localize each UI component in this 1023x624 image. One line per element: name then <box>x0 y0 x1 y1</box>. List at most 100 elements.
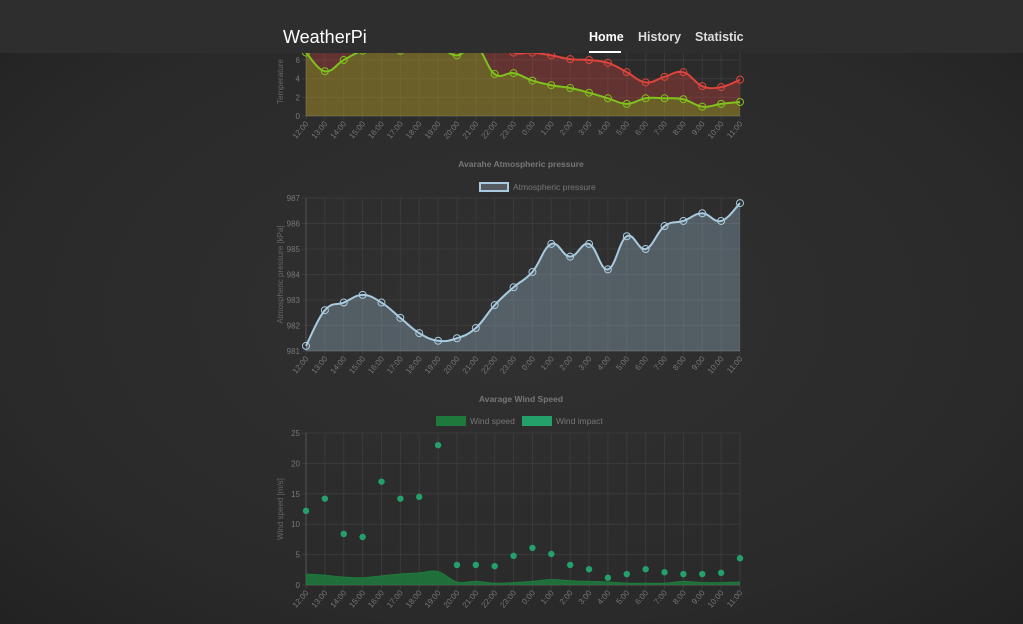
x-tick-label: 2:00 <box>558 119 575 137</box>
point <box>339 298 348 307</box>
x-tick-label: 3:00 <box>577 354 594 372</box>
brand[interactable]: WeatherPi <box>283 27 367 47</box>
x-tick-label: 22:00 <box>479 354 499 376</box>
point <box>642 565 649 573</box>
line <box>305 570 741 584</box>
nav-link[interactable]: Statistic <box>695 30 744 44</box>
y-tick-label: 983 <box>287 296 301 305</box>
point <box>566 84 575 93</box>
legend-label: Atmospheric pressure <box>513 182 596 192</box>
x-tick-label: 12:00 <box>291 354 311 376</box>
line <box>305 53 741 108</box>
y-tick-label: 987 <box>287 194 301 203</box>
x-tick-label: 16:00 <box>366 354 386 376</box>
y-tick-label: 2 <box>296 93 301 102</box>
point <box>717 99 726 108</box>
x-tick-label: 23:00 <box>498 588 518 610</box>
point <box>359 533 366 541</box>
y-tick-label: 5 <box>296 551 301 560</box>
nav-underline <box>589 51 621 53</box>
x-tick-label: 19:00 <box>423 354 443 376</box>
area <box>306 53 740 116</box>
x-tick-label: 6:00 <box>633 588 650 606</box>
point <box>415 329 424 338</box>
x-tick-label: 13:00 <box>310 354 330 376</box>
point <box>699 570 706 578</box>
x-tick-label: 0:00 <box>520 354 537 372</box>
point <box>339 56 348 65</box>
point <box>452 53 461 60</box>
point <box>397 495 404 502</box>
point <box>397 53 404 55</box>
x-tick-label: 18:00 <box>404 119 424 141</box>
point <box>623 570 630 578</box>
area <box>306 570 740 585</box>
x-tick-label: 10:00 <box>706 354 726 376</box>
point <box>358 290 367 299</box>
x-tick-label: 7:00 <box>652 588 669 606</box>
x-tick-label: 4:00 <box>596 354 613 372</box>
point <box>528 76 537 85</box>
y-tick-label: 986 <box>287 220 301 229</box>
x-tick-label: 22:00 <box>479 588 499 610</box>
x-tick-label: 19:00 <box>423 119 443 141</box>
point <box>566 252 575 261</box>
x-tick-label: 20:00 <box>442 354 462 376</box>
point <box>434 441 442 449</box>
point <box>622 99 631 108</box>
x-tick-label: 0:00 <box>520 119 537 137</box>
point <box>528 267 537 276</box>
point <box>416 493 423 501</box>
x-tick-label: 18:00 <box>404 588 424 610</box>
point <box>548 550 555 558</box>
x-tick-label: 10:00 <box>706 119 726 141</box>
point <box>528 53 537 57</box>
line <box>305 202 741 347</box>
x-tick-label: 6:00 <box>633 119 650 137</box>
x-tick-label: 17:00 <box>385 588 405 610</box>
point <box>660 222 669 231</box>
x-tick-label: 6:00 <box>633 354 650 372</box>
x-tick-label: 3:00 <box>577 119 594 137</box>
x-tick-label: 7:00 <box>652 354 669 372</box>
chart-title: Avarahe Atmospheric pressure <box>458 159 584 169</box>
area <box>306 53 740 116</box>
area <box>306 203 740 351</box>
point <box>509 69 518 78</box>
point <box>453 561 461 569</box>
x-tick-label: 15:00 <box>347 588 367 610</box>
x-tick-label: 7:00 <box>652 119 669 137</box>
x-tick-label: 22:00 <box>479 119 499 141</box>
point <box>320 306 329 315</box>
y-tick-label: 6 <box>296 56 301 65</box>
x-tick-label: 14:00 <box>329 354 349 376</box>
y-axis-label: Atmospheric pressure [kPa] <box>276 225 285 323</box>
point <box>471 324 480 333</box>
x-tick-label: 0:00 <box>520 588 537 606</box>
x-tick-label: 8:00 <box>671 588 688 606</box>
point <box>679 95 688 104</box>
point <box>736 75 744 84</box>
point <box>717 83 726 92</box>
point <box>491 562 498 570</box>
x-tick-label: 20:00 <box>442 119 462 141</box>
x-tick-label: 9:00 <box>690 588 707 606</box>
nav-link[interactable]: Home <box>589 30 624 44</box>
point <box>679 68 688 77</box>
x-tick-label: 21:00 <box>461 119 481 141</box>
y-tick-label: 985 <box>287 245 301 254</box>
y-tick-label: 984 <box>287 271 301 280</box>
point <box>340 530 347 538</box>
nav: Home History Statistic <box>589 30 744 53</box>
point <box>472 561 480 569</box>
y-tick-label: 20 <box>291 459 300 468</box>
x-tick-label: 15:00 <box>347 354 367 376</box>
point <box>736 555 744 562</box>
nav-link[interactable]: History <box>638 30 681 44</box>
point <box>547 239 556 248</box>
x-tick-label: 5:00 <box>614 588 631 606</box>
x-tick-label: 17:00 <box>385 354 405 376</box>
point <box>698 102 707 111</box>
y-axis-label: Wind speed [m/s] <box>276 478 285 540</box>
